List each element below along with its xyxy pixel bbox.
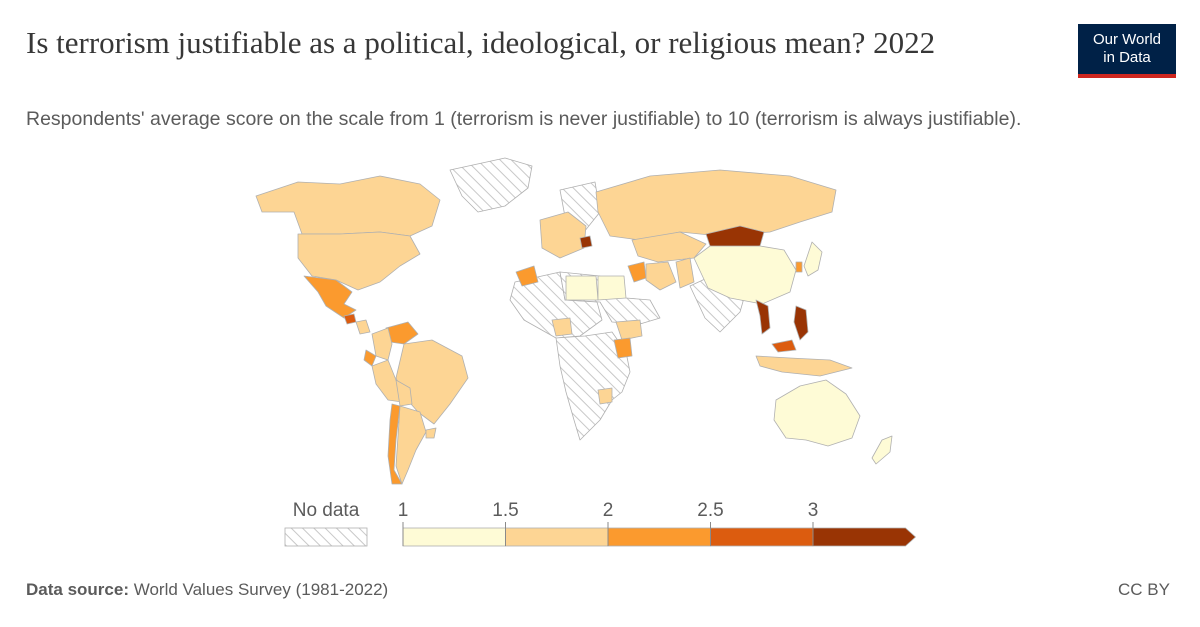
legend-bin-0 (402, 527, 506, 547)
legend-tick-label-4: 3 (808, 500, 819, 521)
chart-subtitle: Respondents' average score on the scale … (26, 108, 1022, 130)
region-united-states[interactable] (297, 231, 421, 291)
region-south-korea[interactable] (795, 261, 803, 273)
region-bolivia[interactable] (395, 379, 413, 407)
region-greenland[interactable] (449, 157, 533, 213)
legend-color-scale (402, 527, 917, 547)
legend-bin-4 (812, 527, 917, 547)
region-guatemala[interactable] (343, 313, 357, 325)
region-libya[interactable] (565, 275, 599, 301)
owid-logo[interactable]: Our World in Data (1078, 24, 1176, 78)
region-uruguay[interactable] (425, 427, 437, 439)
region-iran[interactable] (645, 261, 677, 291)
legend-bin-1 (505, 527, 609, 547)
legend-tick-label-0: 1 (398, 500, 409, 521)
legend-tick-label-2: 2 (603, 500, 614, 521)
data-source-label: Data source: (26, 580, 129, 599)
region-japan[interactable] (803, 241, 823, 277)
license-link[interactable]: CC BY (1118, 580, 1170, 599)
logo-line-1: Our World (1092, 31, 1162, 48)
region-china[interactable] (693, 245, 797, 305)
data-source: Data source: World Values Survey (1981-2… (26, 580, 388, 600)
region-kenya[interactable] (613, 337, 633, 359)
chart-title: Is terrorism justifiable as a political,… (26, 25, 936, 60)
region-colombia[interactable] (371, 327, 393, 361)
region-russia[interactable] (595, 169, 837, 241)
map-legend: No data 1 1.5 2 2.5 3 (284, 500, 917, 547)
data-source-text[interactable]: World Values Survey (1981-2022) (133, 580, 389, 599)
logo-line-2: in Data (1103, 49, 1151, 66)
region-pakistan[interactable] (675, 257, 695, 289)
region-new-zealand[interactable] (871, 435, 893, 465)
region-indonesia[interactable] (755, 355, 853, 377)
region-argentina[interactable] (395, 405, 427, 485)
region-ecuador[interactable] (363, 349, 377, 367)
region-iraq[interactable] (627, 261, 647, 283)
legend-bin-2 (607, 527, 711, 547)
legend-no-data-label: No data (293, 500, 360, 521)
region-mexico[interactable] (303, 275, 357, 319)
region-zimbabwe[interactable] (597, 387, 613, 405)
region-ethiopia[interactable] (615, 319, 643, 341)
legend-bin-3 (710, 527, 814, 547)
region-canada[interactable] (255, 175, 441, 237)
region-serbia[interactable] (579, 235, 593, 249)
region-vietnam[interactable] (755, 299, 771, 335)
region-morocco[interactable] (515, 265, 539, 287)
region-egypt[interactable] (597, 275, 627, 301)
legend-no-data-swatch (284, 527, 368, 547)
region-malaysia[interactable] (771, 339, 797, 353)
region-australia[interactable] (773, 379, 861, 447)
legend-ticks: 1 1.5 2 2.5 3 (398, 500, 819, 546)
region-nigeria[interactable] (551, 317, 573, 337)
legend-tick-label-3: 2.5 (697, 500, 723, 521)
region-philippines[interactable] (793, 305, 809, 341)
region-nicaragua[interactable] (355, 319, 371, 335)
legend-tick-label-1: 1.5 (492, 500, 518, 521)
